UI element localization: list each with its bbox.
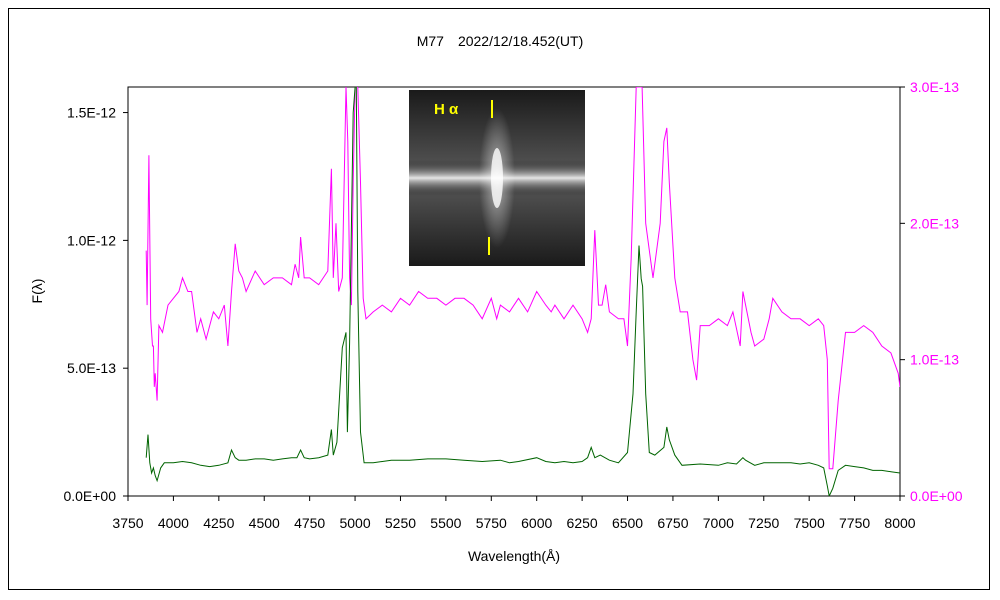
left-tick-label: 5.0E-13 [67, 360, 116, 376]
left-tick-label: 0.0E+00 [63, 488, 116, 504]
x-tick-label: 4500 [249, 515, 280, 531]
x-tick-label: 6750 [657, 515, 688, 531]
left-tick-label: 1.0E-12 [67, 232, 116, 248]
x-tick-label: 6500 [612, 515, 643, 531]
series-line-right-axis [145, 87, 900, 470]
x-tick-label: 7250 [748, 515, 779, 531]
x-axis-ticks: 3750 4000 4250 4500 4750 5000 5250 5500 5750 6000… [112, 496, 916, 531]
y-axis-label: F(λ) [29, 279, 45, 304]
x-tick-label: 7750 [839, 515, 870, 531]
series-line-left-axis [145, 87, 900, 496]
x-tick-label: 8000 [884, 515, 915, 531]
right-axis-ticks: 0.0E+00 1.0E-13 2.0E-13 3.0E-13 [900, 79, 963, 504]
right-tick-label: 3.0E-13 [910, 79, 959, 95]
x-tick-label: 5250 [385, 515, 416, 531]
chart-title: M77 2022/12/18.452(UT) [417, 33, 584, 49]
right-tick-label: 1.0E-13 [910, 352, 959, 368]
x-tick-label: 4750 [294, 515, 325, 531]
left-tick-label: 1.5E-12 [67, 105, 116, 121]
x-tick-label: 4250 [203, 515, 234, 531]
right-tick-label: 2.0E-13 [910, 215, 959, 231]
x-tick-label: 4000 [158, 515, 189, 531]
spectrum-inset-image: H α [409, 90, 585, 266]
x-tick-label: 3750 [112, 515, 143, 531]
x-tick-label: 7000 [703, 515, 734, 531]
x-tick-label: 5500 [430, 515, 461, 531]
right-tick-label: 0.0E+00 [910, 488, 963, 504]
left-axis-ticks: 0.0E+00 5.0E-13 1.0E-12 1.5E-12 [63, 105, 128, 504]
x-tick-label: 7500 [794, 515, 825, 531]
x-tick-label: 6250 [567, 515, 598, 531]
x-tick-label: 5000 [339, 515, 370, 531]
x-tick-label: 6000 [521, 515, 552, 531]
x-tick-label: 5750 [476, 515, 507, 531]
halpha-label: H α [434, 101, 459, 118]
x-axis-label: Wavelength(Å) [468, 548, 560, 564]
plot-area [127, 86, 901, 497]
